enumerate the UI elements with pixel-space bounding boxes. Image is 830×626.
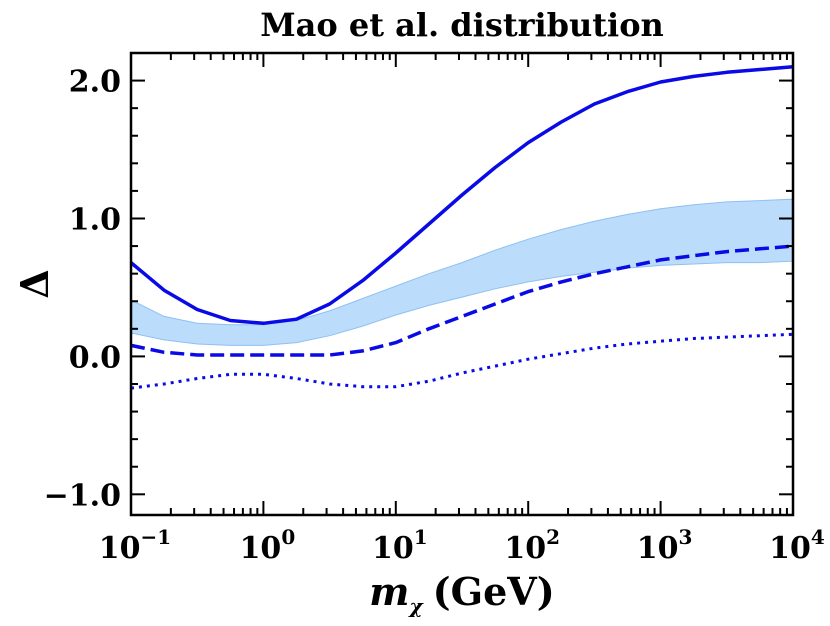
y-tick-label: 1.0 xyxy=(69,202,121,237)
x-tick-label: 104 xyxy=(769,525,825,566)
x-tick-label: 10−1 xyxy=(99,525,171,566)
chart-title: Mao et al. distribution xyxy=(260,6,664,44)
x-axis-symbol: m xyxy=(369,569,409,614)
x-tick-label: 103 xyxy=(637,525,693,566)
x-tick-label: 102 xyxy=(504,525,560,566)
x-tick-label: 100 xyxy=(240,525,296,566)
tick-labels: 2.0 1.0 0.0 −1.0 10−1 100 101 102 103 104 xyxy=(44,65,825,566)
plot-area xyxy=(129,65,794,390)
x-axis-subscript: χ xyxy=(407,594,424,618)
y-tick-label: 2.0 xyxy=(69,65,121,100)
series-dashed-line xyxy=(130,244,794,357)
x-axis-label: mχ (GeV) xyxy=(369,569,554,618)
band-shaded-band xyxy=(130,198,794,346)
x-tick-label: 101 xyxy=(372,525,428,566)
plot-frame xyxy=(129,51,795,517)
series-solid-line xyxy=(129,65,794,326)
y-axis-label: Δ xyxy=(12,269,57,298)
y-tick-label: 0.0 xyxy=(69,340,121,375)
x-axis-unit: (GeV) xyxy=(433,569,555,614)
y-tick-label: −1.0 xyxy=(44,478,121,513)
